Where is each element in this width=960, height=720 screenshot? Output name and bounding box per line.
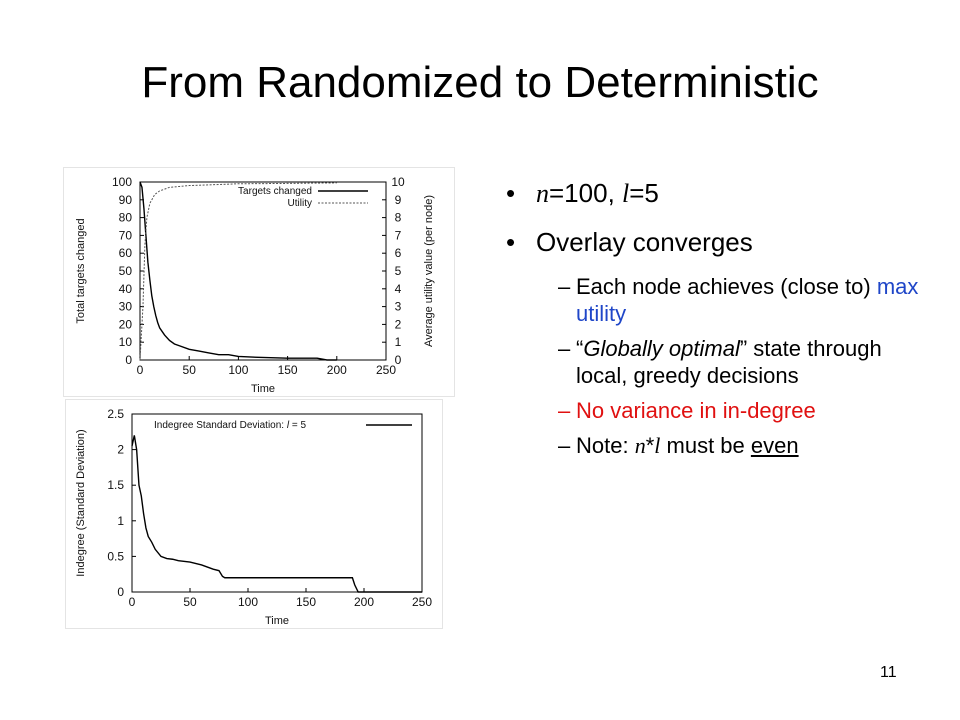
no-variance-text: No variance in in-degree xyxy=(576,398,816,423)
dash-icon: – xyxy=(558,433,571,458)
y2-tick-label: 10 xyxy=(391,175,405,189)
params-text-1: =100, xyxy=(549,178,623,208)
targets-utility-chart-svg: 0 50 100 150 200 2500102030405060708090100012… xyxy=(75,175,435,395)
params-text-2: =5 xyxy=(629,178,659,208)
y2-tick-label: 1 xyxy=(395,335,402,349)
dash-icon: – xyxy=(558,274,571,299)
sub-bullet-no-variance: – No variance in in-degree xyxy=(506,397,926,424)
series-utility-line xyxy=(139,182,337,361)
legend-utility-label: Utility xyxy=(288,198,312,209)
legend-suffix: = 5 xyxy=(289,420,306,431)
y-tick-label: 2.5 xyxy=(107,407,124,421)
y-tick-label: 1.5 xyxy=(107,478,124,492)
x-tick-label: 100 xyxy=(228,363,248,377)
x-tick-label: 100 xyxy=(238,595,258,609)
y-tick-label: 20 xyxy=(119,317,133,331)
y-tick-label: 50 xyxy=(119,264,133,278)
note-text-1: Note: xyxy=(576,433,635,458)
sub-bullet-max-utility: – Each node achieves (close to) max util… xyxy=(506,273,926,327)
x-tick-label: 250 xyxy=(412,595,432,609)
x-tick-label: 50 xyxy=(183,363,197,377)
max-utility-highlight: max utility xyxy=(576,274,919,326)
x-tick-label: 0 xyxy=(129,595,136,609)
sub-bullet-note: – Note: n*l must be even xyxy=(506,432,926,459)
note-star: * xyxy=(645,433,655,458)
y-tick-label: 70 xyxy=(119,228,133,242)
y-tick-label: 30 xyxy=(119,300,133,314)
plot-frame xyxy=(131,413,423,593)
legend-targets-changed-label: Targets changed xyxy=(238,186,312,197)
dash-icon: – xyxy=(558,398,571,423)
legend-indegree-label: Indegree Standard Deviation: l = 5 xyxy=(154,420,307,431)
globally-optimal-rest: state through local, greedy decisions xyxy=(576,336,882,388)
y2-tick-label: 4 xyxy=(395,282,402,296)
var-l: l xyxy=(622,179,630,208)
indegree-stddev-chart-svg: 0 50 100 150 200 250 0 0.5 1 1.5 2 2.5 Time Indegree … xyxy=(75,407,432,627)
series-indegree-line xyxy=(131,435,422,593)
y-tick-label: 0.5 xyxy=(107,549,124,563)
x-axis-label: Time xyxy=(251,383,275,395)
x-tick-label: 200 xyxy=(354,595,374,609)
y2-axis-label: Average utility value (per node) xyxy=(423,195,435,347)
note-text-2: must be xyxy=(660,433,751,458)
note-var-n: n xyxy=(634,433,646,458)
x-tick-label: 50 xyxy=(183,595,197,609)
x-tick-label: 250 xyxy=(376,363,396,377)
bullet-overlay-converges: • Overlay converges xyxy=(506,225,926,259)
close-quote: ” xyxy=(739,336,748,361)
bullet-params: • n=100, l=5 xyxy=(506,176,926,211)
y-tick-label: 60 xyxy=(119,246,133,260)
x-tick-label: 200 xyxy=(327,363,347,377)
y-tick-label: 90 xyxy=(119,193,133,207)
bullet-dot-icon: • xyxy=(506,227,516,257)
sub-bullet-globally-optimal: – “Globally optimal” state through local… xyxy=(506,335,926,389)
note-var-l: l xyxy=(654,433,661,458)
open-quote: “ xyxy=(576,336,584,361)
y2-tick-label: 2 xyxy=(395,317,402,331)
legend-prefix: Indegree Standard Deviation: xyxy=(154,420,287,431)
y2-tick-label: 0 xyxy=(395,353,402,367)
y-tick-label: 0 xyxy=(117,585,124,599)
y-tick-label: 100 xyxy=(112,175,132,189)
y-tick-label: 0 xyxy=(125,353,132,367)
y-axis-label: Total targets changed xyxy=(75,218,87,323)
slide-title: From Randomized to Deterministic xyxy=(141,58,819,107)
y2-tick-label: 9 xyxy=(395,193,402,207)
y-tick-label: 80 xyxy=(119,211,133,225)
y2-tick-label: 7 xyxy=(395,228,402,242)
y-tick-label: 40 xyxy=(119,282,133,296)
y2-tick-label: 6 xyxy=(395,246,402,260)
overlay-converges-text: Overlay converges xyxy=(536,227,753,257)
x-tick-label: 150 xyxy=(296,595,316,609)
y-tick-label: 1 xyxy=(117,514,124,528)
y-tick-label: 2 xyxy=(117,443,124,457)
y-axis-label: Indegree (Standard Deviation) xyxy=(75,429,87,576)
y2-tick-label: 8 xyxy=(395,211,402,225)
globally-optimal-italic: Globally optimal xyxy=(583,336,740,361)
targets-utility-chart: 0 50 100 150 200 250 0 10 20 30 40 50 60 70 80 90 100 0 1 2… xyxy=(64,168,454,396)
note-even: even xyxy=(750,433,799,458)
dash-icon: – xyxy=(558,336,571,361)
bullet-dot-icon: • xyxy=(506,178,516,208)
y2-tick-label: 5 xyxy=(395,264,402,278)
y2-tick-label: 3 xyxy=(395,300,402,314)
x-tick-label: 0 xyxy=(137,363,144,377)
plot-frame xyxy=(139,181,387,361)
legend-var-l: l xyxy=(287,420,290,431)
x-axis-label: Time xyxy=(265,615,289,627)
max-utility-text-1: Each node achieves (close to) xyxy=(576,274,877,299)
indegree-stddev-chart: 0 50 100 150 200 250 0 0.5 1 1.5 2 2.5 Time Indegree … xyxy=(66,400,442,628)
var-n: n xyxy=(536,179,549,208)
series-targets-changed-line xyxy=(139,181,337,361)
bullet-list: • n=100, l=5 • Overlay converges – Each … xyxy=(506,176,926,467)
y-tick-label: 10 xyxy=(119,335,133,349)
page-number: 11 xyxy=(880,664,897,681)
x-tick-label: 150 xyxy=(278,363,298,377)
